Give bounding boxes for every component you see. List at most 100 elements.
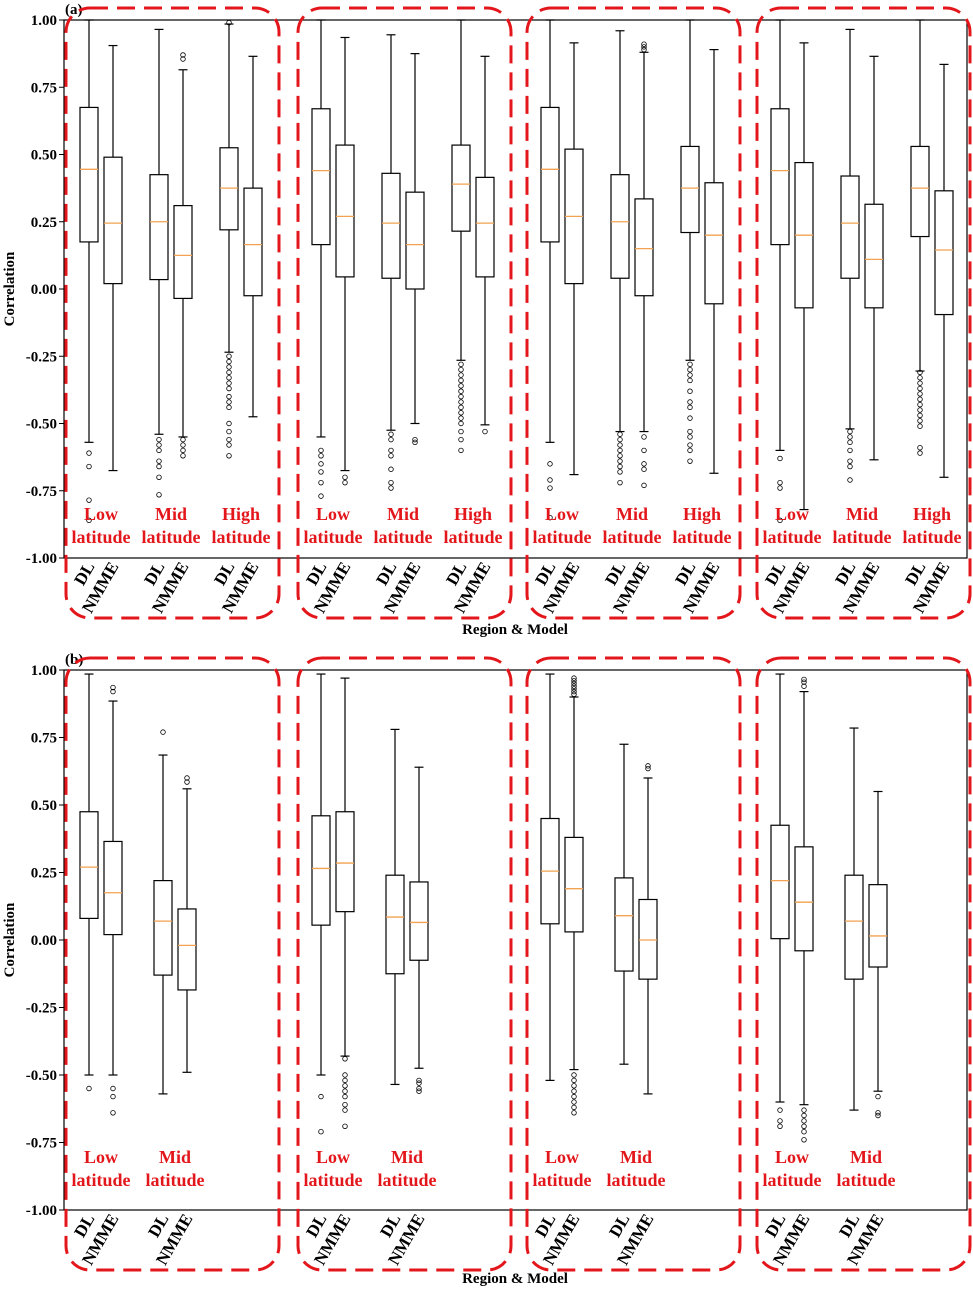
outlier-point <box>226 19 232 26</box>
outlier-point <box>687 404 693 411</box>
outlier-point <box>86 463 92 470</box>
region-label-line2: latitude <box>532 1170 591 1190</box>
y-tick-label: -0.25 <box>26 349 57 365</box>
outlier-point <box>482 428 488 435</box>
outlier-point <box>318 447 324 454</box>
outlier-point <box>847 458 853 464</box>
outlier-point <box>156 442 162 448</box>
outlier-point <box>687 442 693 448</box>
outlier-point <box>156 474 162 480</box>
region-label-line1: Mid <box>159 1147 191 1167</box>
outlier-point <box>388 466 394 472</box>
iqr-box <box>243 187 263 297</box>
outlier-point <box>917 401 923 408</box>
outlier-point <box>617 458 623 464</box>
outlier-point <box>86 517 92 524</box>
outlier-point <box>617 431 623 437</box>
outlier-point <box>110 688 116 695</box>
outlier-point <box>226 358 232 365</box>
outlier-point <box>458 393 464 400</box>
group-dashed-frame <box>296 6 513 620</box>
outlier-point <box>687 428 693 435</box>
iqr-box <box>840 175 860 279</box>
x-axis-title: Region & Model <box>462 622 568 638</box>
outlier-point <box>226 353 232 359</box>
box-dl-region-3 <box>910 19 930 456</box>
outlier-point <box>687 377 693 384</box>
iqr-box <box>451 144 471 232</box>
region-label-line1: Mid <box>155 504 187 524</box>
box-nmme-region-2 <box>405 53 425 446</box>
outlier-point <box>342 1101 348 1108</box>
region-label-line2: latitude <box>606 1170 665 1190</box>
outlier-point <box>847 428 853 435</box>
box-dl-region-3 <box>451 19 471 454</box>
outlier-point <box>110 1085 116 1092</box>
outlier-point <box>571 1088 577 1094</box>
outlier-point <box>875 1093 881 1100</box>
outlier-point <box>342 479 348 486</box>
outlier-point <box>801 1123 807 1129</box>
iqr-box <box>219 147 239 231</box>
outlier-point <box>318 1128 324 1135</box>
iqr-box <box>475 176 495 278</box>
outlier-point <box>847 477 853 483</box>
region-label-line2: latitude <box>303 1170 362 1190</box>
box-nmme-region-1 <box>335 677 355 1129</box>
box-nmme-region-1 <box>794 42 814 511</box>
iqr-box <box>311 108 331 246</box>
group-dashed-frame <box>296 656 513 1272</box>
outlier-point <box>342 1093 348 1100</box>
box-nmme-region-3 <box>243 55 263 418</box>
outlier-point <box>687 458 693 464</box>
group-dashed-frame <box>64 656 281 1272</box>
box-nmme-region-3 <box>934 63 954 478</box>
panel-tag: (b) <box>65 652 83 668</box>
outlier-point <box>226 420 232 427</box>
iqr-box <box>704 182 724 305</box>
outlier-point <box>226 428 232 435</box>
box-group-4: LowlatitudeDLNMMEMidlatitudeDLNMMEHighla… <box>755 6 972 620</box>
outlier-point <box>777 455 783 462</box>
outlier-point <box>917 445 923 451</box>
region-label-line2: latitude <box>377 1170 436 1190</box>
iqr-box <box>311 815 331 926</box>
outlier-point <box>388 479 394 486</box>
box-nmme-region-2 <box>409 766 429 1094</box>
outlier-point <box>687 372 693 378</box>
iqr-box <box>610 174 630 279</box>
outlier-point <box>917 391 923 397</box>
region-label-line1: Low <box>84 504 118 524</box>
outlier-point <box>847 439 853 446</box>
box-dl-region-1 <box>79 19 99 524</box>
outlier-point <box>641 44 647 50</box>
outlier-point <box>184 775 190 781</box>
region-label-line1: Low <box>545 504 579 524</box>
outlier-point <box>458 428 464 435</box>
outlier-point <box>917 450 923 456</box>
box-dl-region-1 <box>79 673 99 1092</box>
outlier-point <box>342 1088 348 1094</box>
iqr-box <box>153 879 173 976</box>
outlier-point <box>318 493 324 499</box>
chart-panel-a: 1.00 0.75 0.50 0.25 0.00 -0.25 -0.50 -0.75 -1.00… <box>2 2 972 638</box>
region-label-line2: latitude <box>303 527 362 547</box>
iqr-box <box>794 846 814 952</box>
outlier-point <box>458 399 464 405</box>
outlier-point <box>226 385 232 392</box>
outlier-point <box>458 361 464 368</box>
region-label-line1: Low <box>316 1147 350 1167</box>
outlier-point <box>641 447 647 454</box>
outlier-point <box>342 1056 348 1062</box>
outlier-point <box>226 375 232 381</box>
outlier-point <box>777 1107 783 1113</box>
iqr-box <box>540 106 560 243</box>
outlier-point <box>180 442 186 448</box>
box-dl-region-2 <box>614 743 634 1065</box>
outlier-point <box>226 453 232 459</box>
outlier-point <box>571 678 577 684</box>
y-tick-label: 0.50 <box>31 798 57 814</box>
outlier-point <box>226 393 232 400</box>
box-dl-region-1 <box>770 673 790 1129</box>
